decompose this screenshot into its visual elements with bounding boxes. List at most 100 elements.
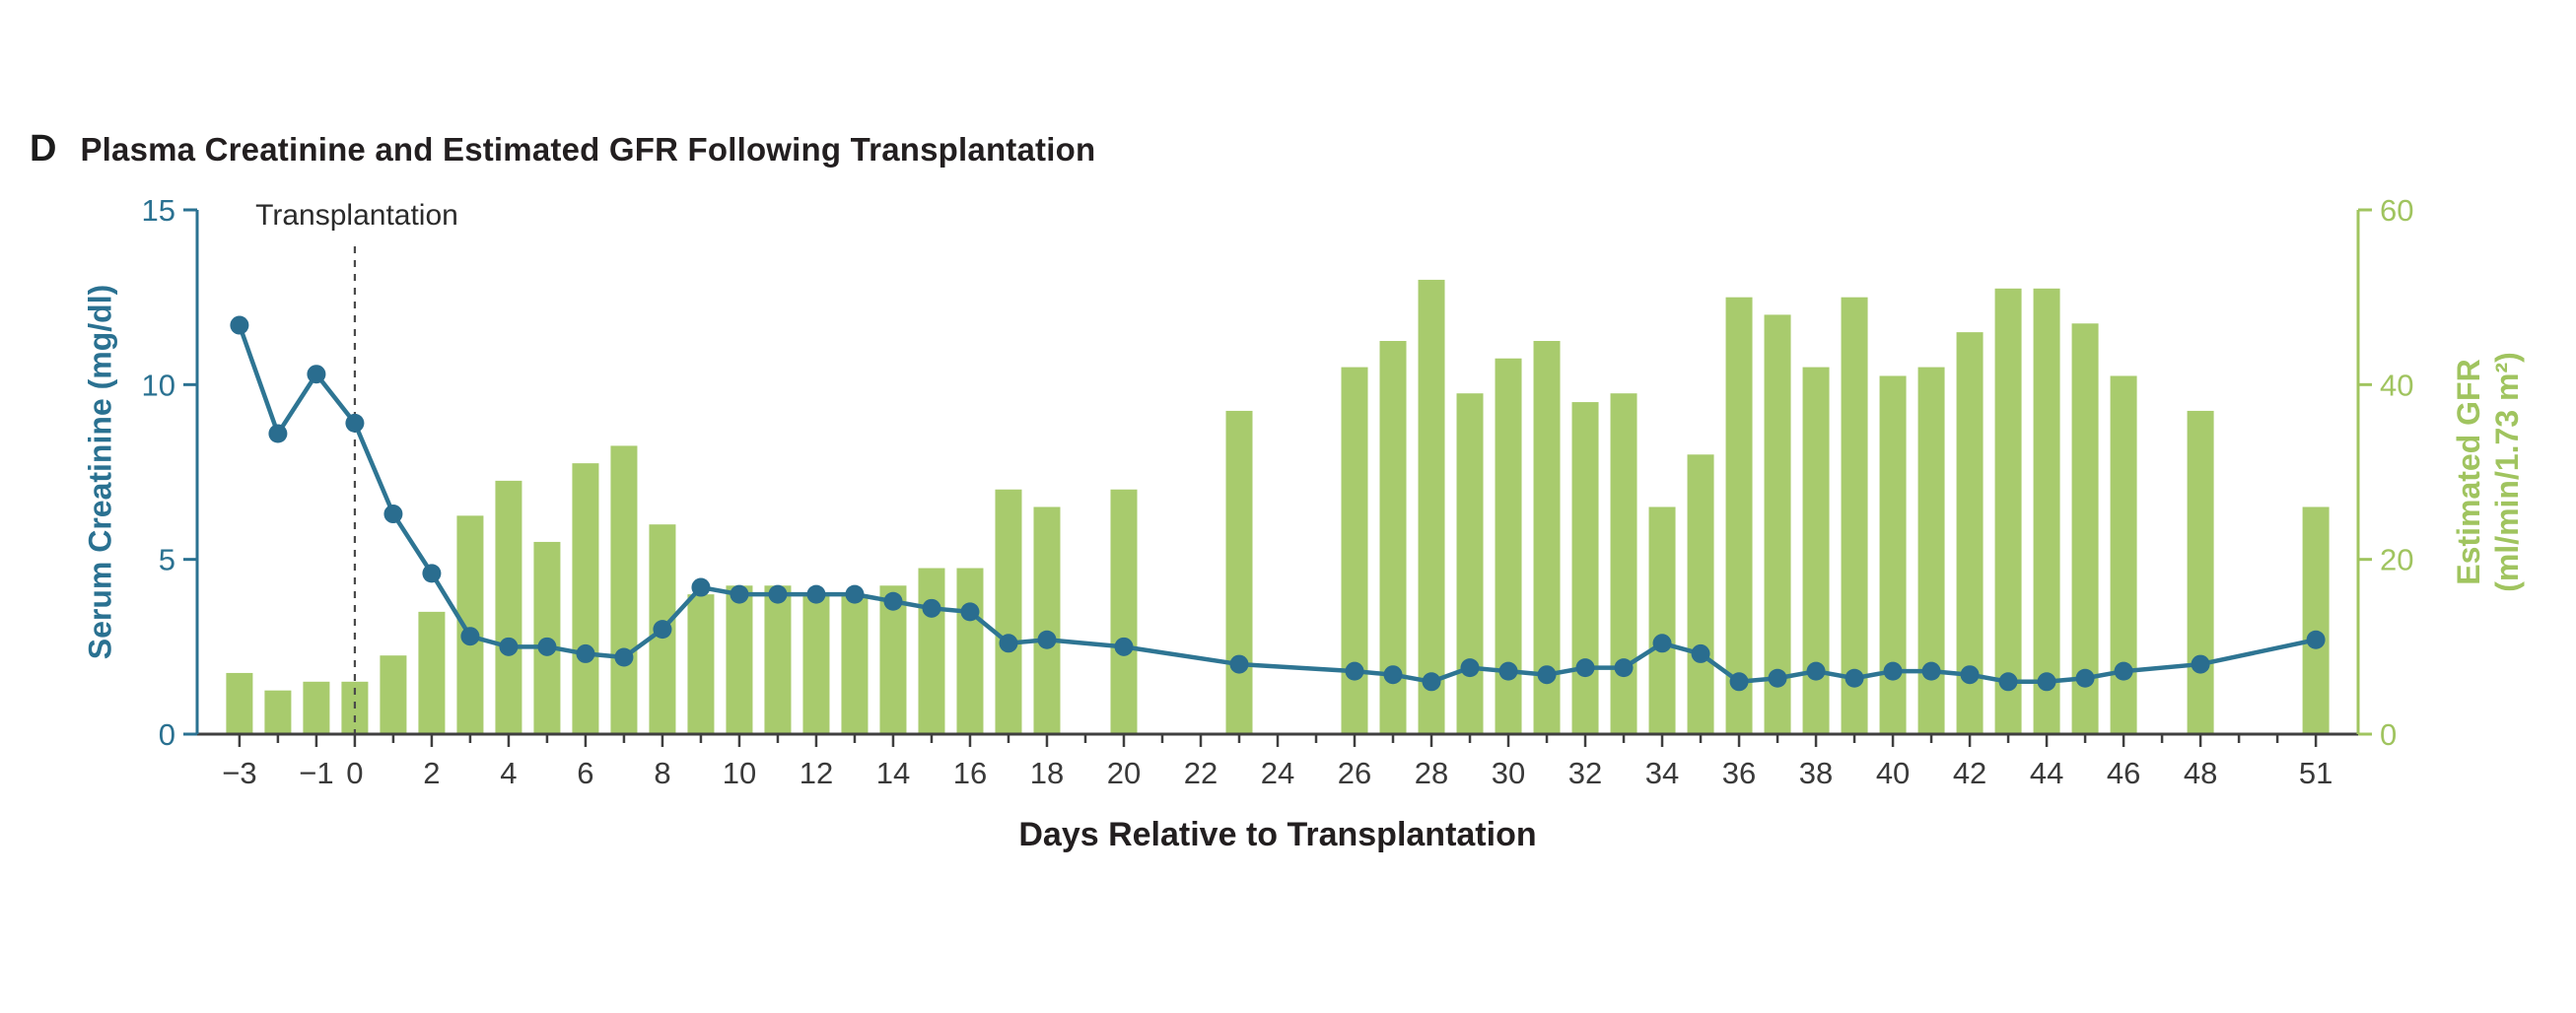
x-tick-label: 14 [876, 756, 910, 790]
x-tick-label: 12 [800, 756, 833, 790]
x-tick-label: 4 [500, 756, 517, 790]
creatinine-marker [960, 602, 980, 622]
x-tick-label: 32 [1568, 756, 1602, 790]
creatinine-marker [422, 564, 442, 583]
creatinine-marker [845, 584, 865, 604]
creatinine-marker [537, 637, 557, 656]
gfr-bar [1225, 410, 1253, 734]
gfr-bar [1456, 393, 1484, 734]
gfr-bar [1033, 506, 1061, 734]
gfr-bar [1725, 297, 1753, 734]
y-right-tick-label: 20 [2380, 543, 2413, 577]
x-tick-label: 2 [423, 756, 440, 790]
gfr-bar [764, 585, 792, 734]
panel-letter: D [30, 128, 57, 169]
gfr-bar [956, 568, 984, 734]
creatinine-marker [1037, 630, 1057, 649]
creatinine-marker [1652, 634, 1672, 653]
gfr-bar [687, 594, 715, 734]
gfr-bar [1764, 314, 1791, 734]
x-tick-label: 18 [1030, 756, 1064, 790]
x-tick-label: 48 [2184, 756, 2217, 790]
x-tick-label: 24 [1261, 756, 1294, 790]
gfr-bar [610, 445, 638, 734]
x-tick-label: −1 [299, 756, 333, 790]
x-tick-label: 20 [1107, 756, 1141, 790]
creatinine-marker [768, 584, 788, 604]
transplantation-annotation: Transplantation [255, 199, 458, 232]
gfr-bar [1571, 402, 1599, 734]
gfr-bar [2187, 410, 2214, 734]
creatinine-marker [2075, 668, 2095, 688]
creatinine-marker [1998, 672, 2018, 692]
x-tick-label: 16 [953, 756, 987, 790]
creatinine-marker [230, 315, 249, 335]
x-tick-label: 22 [1184, 756, 1218, 790]
gfr-bar [1648, 506, 1676, 734]
creatinine-marker [1575, 658, 1595, 678]
x-tick-label: −3 [222, 756, 256, 790]
gfr-bar [418, 611, 446, 734]
creatinine-marker [2191, 654, 2210, 674]
gfr-bar [841, 594, 869, 734]
panel-title: Plasma Creatinine and Estimated GFR Foll… [80, 131, 1096, 168]
creatinine-markers [230, 315, 2326, 692]
x-tick-label: 38 [1799, 756, 1833, 790]
gfr-bar [2071, 323, 2099, 734]
x-tick-label: 46 [2107, 756, 2140, 790]
gfr-bar [572, 463, 599, 734]
creatinine-marker [1537, 665, 1557, 685]
x-tick-label: 36 [1722, 756, 1756, 790]
x-tick-label: 0 [346, 756, 363, 790]
gfr-bar [1610, 393, 1637, 734]
y-left-tick-label: 5 [159, 543, 175, 577]
x-tick-label: 42 [1953, 756, 1986, 790]
creatinine-marker [2037, 672, 2056, 692]
creatinine-marker [307, 365, 326, 384]
creatinine-marker [999, 634, 1018, 653]
gfr-bars [226, 279, 2330, 734]
x-tick-label: 34 [1645, 756, 1679, 790]
x-tick-label: 8 [654, 756, 670, 790]
creatinine-marker [268, 424, 288, 443]
gfr-bar [726, 585, 753, 734]
y-right-tick-label: 0 [2380, 717, 2397, 752]
creatinine-marker [1691, 643, 1710, 663]
creatinine-marker [922, 598, 941, 618]
creatinine-marker [1422, 672, 1441, 692]
creatinine-marker [2306, 630, 2326, 649]
gfr-bar [995, 489, 1022, 734]
creatinine-marker [1806, 661, 1826, 681]
gfr-bar [226, 672, 253, 734]
figure-title-row: D Plasma Creatinine and Estimated GFR Fo… [30, 128, 1095, 170]
creatinine-marker [806, 584, 826, 604]
gfr-bar [495, 480, 522, 734]
x-tick-label: 51 [2299, 756, 2332, 790]
gfr-bar [303, 681, 330, 734]
gfr-bar [1687, 454, 1714, 734]
creatinine-marker [653, 620, 672, 640]
y-left-tick-label: 10 [142, 368, 175, 402]
creatinine-marker [345, 413, 365, 433]
y-right-tick-label: 60 [2380, 193, 2413, 228]
creatinine-marker [1614, 658, 1634, 678]
creatinine-marker [499, 637, 519, 656]
creatinine-marker [1460, 658, 1480, 678]
gfr-bar [918, 568, 945, 734]
x-axis-ticks [238, 734, 2318, 747]
creatinine-marker [614, 647, 634, 667]
x-tick-label: 40 [1876, 756, 1910, 790]
x-tick-label: 10 [723, 756, 756, 790]
x-tick-label: 30 [1492, 756, 1525, 790]
x-tick-label: 44 [2030, 756, 2063, 790]
creatinine-marker [1229, 654, 1249, 674]
gfr-bar [802, 594, 830, 734]
creatinine-marker [2114, 661, 2133, 681]
x-tick-label: 28 [1415, 756, 1448, 790]
y-left-tick-label: 15 [142, 193, 175, 228]
creatinine-marker [383, 505, 403, 524]
creatinine-marker [1960, 665, 1980, 685]
creatinine-marker [576, 643, 595, 663]
gfr-bar [380, 655, 407, 734]
